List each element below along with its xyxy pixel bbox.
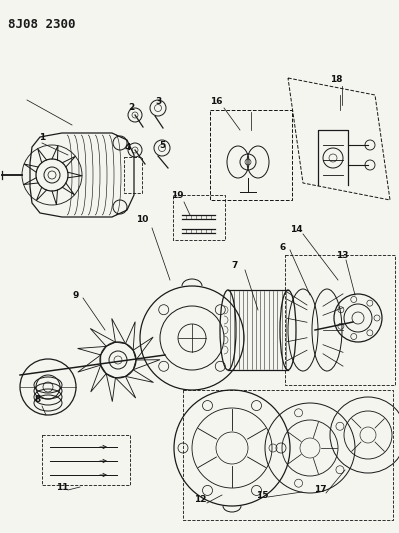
Text: 8J08 2300: 8J08 2300 (8, 18, 75, 31)
Text: 1: 1 (39, 133, 45, 142)
Bar (42, 435, 130, 485)
Text: 3: 3 (155, 98, 161, 107)
Text: 15: 15 (256, 490, 268, 499)
Text: 16: 16 (210, 98, 222, 107)
Text: 2: 2 (128, 103, 134, 112)
Text: 13: 13 (336, 251, 348, 260)
Bar (124, 157, 142, 193)
Text: 6: 6 (280, 243, 286, 252)
Text: 12: 12 (194, 496, 206, 505)
Text: 19: 19 (171, 191, 183, 200)
Text: 10: 10 (136, 215, 148, 224)
Text: 5: 5 (159, 141, 165, 149)
Bar (210, 110, 292, 200)
Text: 8: 8 (35, 395, 41, 405)
Text: 11: 11 (56, 482, 68, 491)
Text: 17: 17 (314, 486, 326, 495)
Bar (183, 390, 393, 520)
Text: 18: 18 (330, 76, 342, 85)
Text: 14: 14 (290, 225, 302, 235)
Text: 7: 7 (232, 261, 238, 270)
Text: 4: 4 (125, 143, 131, 152)
Bar (285, 255, 395, 385)
Bar (173, 195, 225, 240)
Text: 9: 9 (73, 290, 79, 300)
